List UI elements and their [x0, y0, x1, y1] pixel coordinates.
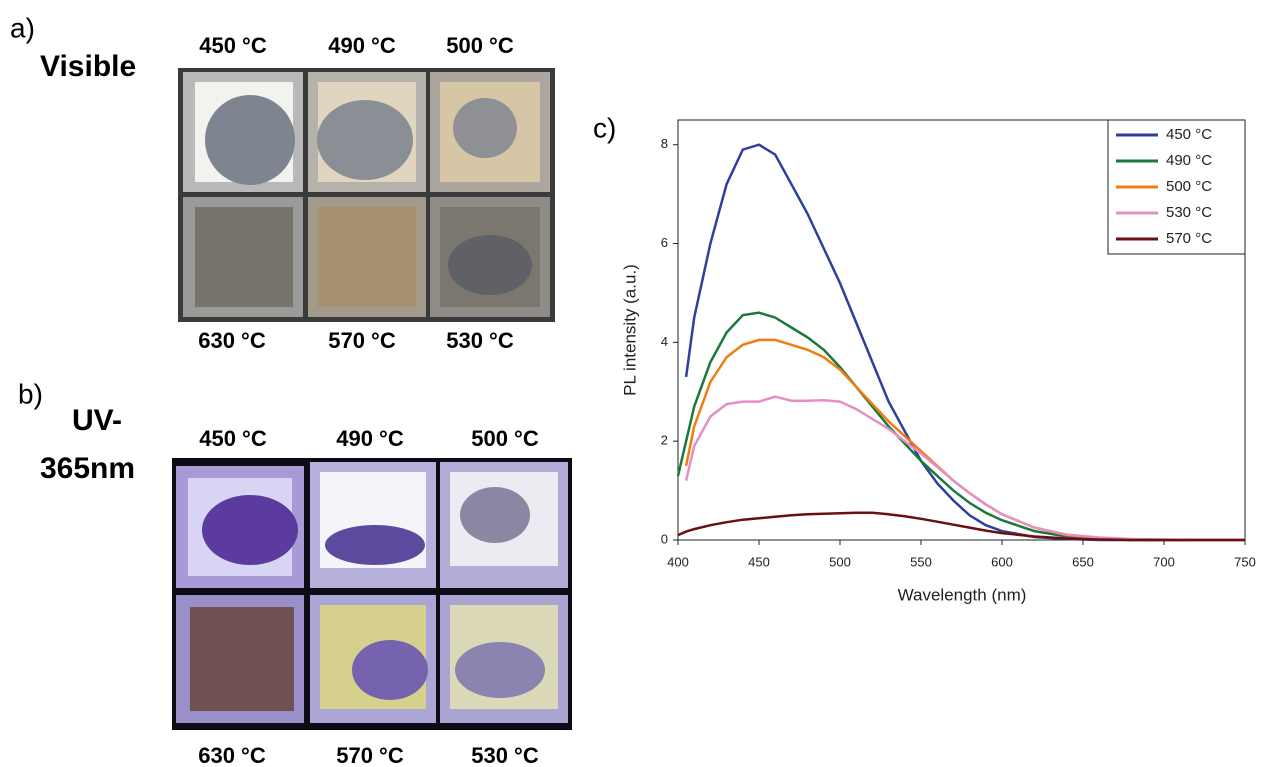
x-tick-label: 400 — [667, 554, 689, 569]
x-tick-label: 750 — [1234, 554, 1256, 569]
temp-label: 630 °C — [198, 743, 266, 767]
temp-label: 530 °C — [446, 328, 514, 353]
legend-label: 570 °C — [1166, 230, 1212, 247]
temp-label: 450 °C — [199, 33, 267, 58]
temp-label: 500 °C — [471, 426, 539, 451]
photo-visible — [178, 68, 555, 322]
series-line — [677, 511, 1245, 542]
temp-label: 500 °C — [446, 33, 514, 58]
panel-label: b) — [18, 378, 43, 409]
y-tick-label: 2 — [661, 433, 668, 448]
temp-label: 490 °C — [336, 426, 404, 451]
legend-label: 530 °C — [1166, 204, 1212, 221]
plot-frame — [677, 119, 1246, 541]
x-axis-title: Wavelength (nm) — [898, 585, 1027, 604]
y-tick-label: 6 — [661, 235, 668, 250]
x-tick-label: 500 — [829, 554, 851, 569]
legend-label: 490 °C — [1166, 152, 1212, 169]
temp-label: 530 °C — [471, 743, 539, 767]
panel-label: a) — [10, 12, 35, 43]
y-tick-label: 4 — [661, 334, 668, 349]
x-tick-label: 600 — [991, 554, 1013, 569]
temp-label: 490 °C — [328, 33, 396, 58]
y-tick-label: 0 — [661, 531, 668, 546]
series-line — [684, 395, 1245, 542]
legend-label: 500 °C — [1166, 178, 1212, 195]
panel-title: UV- — [72, 404, 122, 437]
y-axis-title: PL intensity (a.u.) — [620, 264, 639, 396]
photo-uv — [172, 458, 572, 730]
x-tick-label: 650 — [1072, 554, 1094, 569]
y-tick-label: 8 — [661, 136, 668, 151]
panel-title: Visible — [40, 50, 136, 83]
series-line — [676, 311, 1245, 542]
temp-label: 570 °C — [328, 328, 396, 353]
x-tick-label: 450 — [748, 554, 770, 569]
temp-label: 450 °C — [199, 426, 267, 451]
x-tick-label: 550 — [910, 554, 932, 569]
temp-label: 570 °C — [336, 743, 404, 767]
panel-label: c) — [593, 112, 616, 143]
legend-label: 450 °C — [1166, 126, 1212, 143]
panel-title: 365nm — [40, 452, 135, 485]
temp-label: 630 °C — [198, 328, 266, 353]
x-tick-label: 700 — [1153, 554, 1175, 569]
